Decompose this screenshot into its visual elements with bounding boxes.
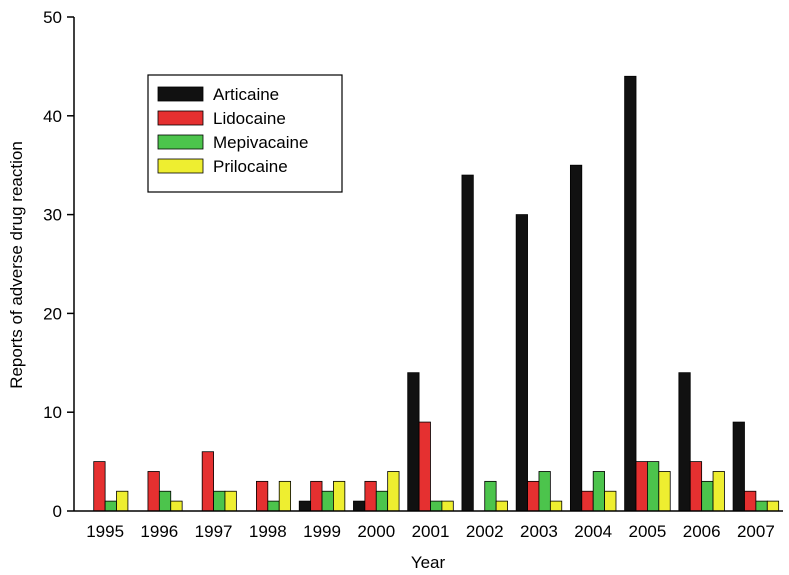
legend-swatch-articaine	[157, 86, 204, 102]
bar-lidocaine-2003	[527, 480, 540, 512]
bar-prilocaine-2001	[441, 500, 454, 512]
bar-mepivacaine-2007	[755, 500, 768, 512]
x-tick-label: 2005	[629, 522, 667, 541]
bar-mepivacaine-2006	[701, 480, 714, 512]
bar-mepivacaine-2001	[430, 500, 443, 512]
bar-lidocaine-2000	[364, 480, 377, 512]
bar-articaine-2004	[569, 164, 583, 512]
legend-label-prilocaine: Prilocaine	[213, 157, 288, 176]
legend-swatch-lidocaine	[157, 110, 204, 126]
x-tick-label: 2006	[683, 522, 721, 541]
legend-swatch-mepivacaine	[157, 134, 204, 150]
bar-articaine-2007	[732, 421, 745, 512]
bar-articaine-2003	[515, 214, 528, 512]
legend: Articaine Lidocaine Mepivacaine Prilocaine	[147, 74, 343, 193]
bar-articaine-2002	[461, 174, 474, 512]
x-tick-label: 1997	[195, 522, 233, 541]
bar-prilocaine-2003	[549, 500, 563, 512]
bar-mepivacaine-1998	[267, 500, 280, 512]
y-tick-label: 0	[53, 502, 62, 521]
bar-prilocaine-1997	[224, 490, 237, 512]
bar-mepivacaine-2002	[484, 480, 497, 512]
x-axis-label: Year	[411, 553, 446, 572]
y-ticks-group: 0 10 20 30 40 50	[43, 8, 74, 521]
bar-mepivacaine-2005	[647, 461, 660, 512]
x-tick-label: 2000	[357, 522, 395, 541]
x-tick-label: 2003	[520, 522, 558, 541]
bar-prilocaine-2004	[604, 490, 617, 512]
x-tick-label: 2007	[737, 522, 775, 541]
legend-label-mepivacaine: Mepivacaine	[213, 133, 308, 152]
x-tick-label: 2001	[412, 522, 450, 541]
bar-articaine-2005	[624, 75, 637, 512]
bar-articaine-2000	[353, 500, 366, 512]
bar-lidocaine-1996	[147, 471, 160, 512]
x-tick-label: 1995	[86, 522, 124, 541]
legend-swatch-prilocaine	[157, 158, 204, 174]
bar-prilocaine-2007	[766, 500, 780, 512]
bar-prilocaine-2006	[712, 471, 725, 512]
bar-mepivacaine-1999	[321, 490, 334, 512]
bar-mepivacaine-1997	[213, 490, 226, 512]
bar-mepivacaine-2003	[538, 471, 551, 512]
bar-mepivacaine-2000	[375, 490, 389, 512]
bar-articaine-1999	[298, 500, 312, 512]
legend-label-lidocaine: Lidocaine	[213, 109, 286, 128]
legend-label-articaine: Articaine	[213, 85, 279, 104]
bar-lidocaine-2004	[581, 490, 594, 512]
bar-lidocaine-1998	[256, 480, 269, 512]
bar-lidocaine-1997	[201, 451, 214, 512]
y-tick-label: 40	[43, 107, 62, 126]
bar-prilocaine-2002	[495, 500, 508, 512]
bars-group	[93, 75, 780, 512]
bar-lidocaine-2007	[744, 490, 757, 512]
y-tick-label: 20	[43, 304, 62, 323]
x-tick-label: 1996	[140, 522, 178, 541]
x-ticks-group: 1995 1996 1997 1998 1999 2000 2001 2002 2003 2004…	[86, 522, 775, 541]
bar-articaine-2001	[407, 372, 420, 512]
bar-lidocaine-1995	[93, 461, 106, 512]
x-tick-label: 1999	[303, 522, 341, 541]
axes-group	[73, 17, 783, 512]
bar-articaine-2006	[678, 372, 691, 512]
x-tick-label: 2004	[574, 522, 612, 541]
bar-prilocaine-1998	[278, 480, 292, 512]
y-axis-label: Reports of adverse drug reaction	[7, 141, 26, 389]
x-tick-label: 1998	[249, 522, 287, 541]
bar-prilocaine-1999	[333, 480, 346, 512]
bar-prilocaine-2005	[658, 471, 671, 512]
bar-mepivacaine-1996	[158, 490, 172, 512]
bar-lidocaine-2005	[635, 461, 648, 512]
bar-lidocaine-2001	[418, 421, 431, 512]
bar-prilocaine-2000	[387, 471, 400, 512]
bar-prilocaine-1996	[170, 500, 183, 512]
bar-lidocaine-1999	[310, 480, 323, 512]
y-tick-label: 30	[43, 206, 62, 225]
x-tick-label: 2002	[466, 522, 504, 541]
bar-mepivacaine-2004	[592, 471, 605, 512]
bar-mepivacaine-1995	[104, 500, 117, 512]
y-tick-label: 50	[43, 8, 62, 27]
y-tick-label: 10	[43, 403, 62, 422]
bar-prilocaine-1995	[116, 490, 129, 512]
bar-lidocaine-2006	[689, 461, 703, 512]
